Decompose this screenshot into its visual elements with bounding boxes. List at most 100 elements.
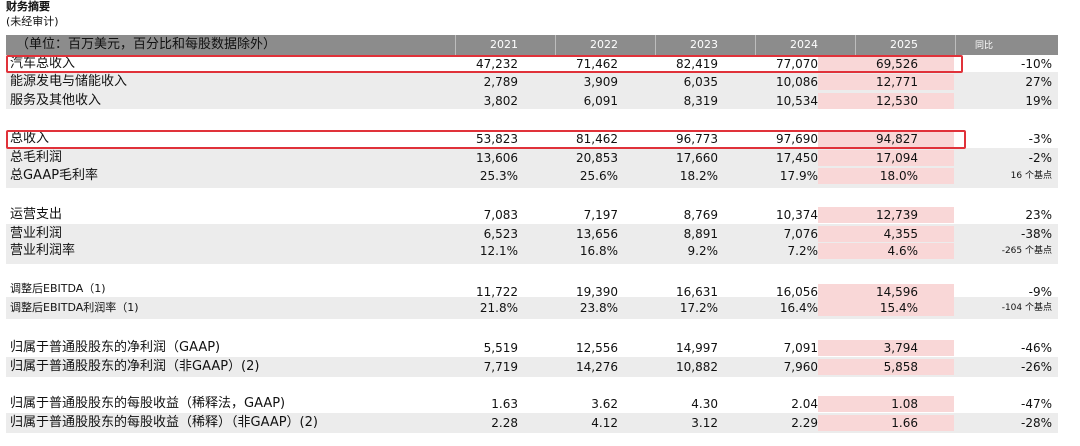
cell-2023: 96,773 [676,132,718,146]
col-header-2021: 2021 [490,38,518,51]
cell-yoy: -9% [1028,285,1052,299]
cell-2022: 6,091 [583,94,618,108]
table-row: 能源发电与储能收入 2,789 3,909 6,035 10,086 12,771 27% [6,74,1058,92]
row-label: 营业利润 [10,226,63,241]
cell-2023: 4.30 [691,397,718,411]
column-divider [955,35,956,55]
cell-yoy: -104 个基点 [1001,303,1052,313]
cell-2022: 23.8% [579,301,618,315]
cell-2022: 71,462 [576,57,618,71]
row-label: 总GAAP毛利率 [10,168,99,183]
cell-2024: 7,091 [783,341,818,355]
cell-2021: 5,519 [483,341,518,355]
cell-yoy: -26% [1020,360,1052,374]
col-header-2023: 2023 [690,38,718,51]
cell-2024: 16.4% [779,301,818,315]
cell-2023: 9.2% [687,244,719,258]
cell-2023: 17.2% [679,301,718,315]
col-header-yoy: 同比 [974,41,993,51]
highlight-auto-revenue [6,55,963,73]
cell-2021: 2.28 [491,416,518,430]
cell-yoy: 27% [1025,75,1052,89]
cell-2021: 53,823 [476,132,518,146]
cell-2025: 17,094 [818,150,954,166]
cell-2023: 3.12 [691,416,718,430]
cell-2025: 5,858 [818,359,954,375]
cell-2024: 16,056 [776,285,818,299]
cell-2023: 14,997 [676,341,718,355]
cell-2025: 94,827 [818,131,954,147]
col-header-2024: 2024 [790,38,818,51]
column-divider [555,35,556,55]
cell-2021: 13,606 [476,151,518,165]
table-row: 营业利润率 12.1% 16.8% 9.2% 7.2% 4.6% -265 个基点 [6,243,1058,261]
cell-2024: 77,070 [776,57,818,71]
cell-2021: 25.3% [479,169,518,183]
cell-2025: 14,596 [818,284,954,300]
row-label: 调整后EBITDA（1) [10,282,106,295]
cell-2022: 19,390 [576,285,618,299]
cell-2022: 3.62 [591,397,618,411]
cell-yoy: -28% [1020,416,1052,430]
col-header-2022: 2022 [590,38,618,51]
cell-2025: 12,771 [818,74,954,90]
table-row: 总GAAP毛利率 25.3% 25.6% 18.2% 17.9% 18.0% 16 个基点 [6,168,1058,186]
col-header-2025: 2025 [890,38,918,51]
table-row: 营业利润 6,523 13,656 8,891 7,076 4,355 -38% [6,226,1058,244]
cell-2024: 10,086 [776,75,818,89]
cell-2022: 25.6% [579,169,618,183]
column-divider [855,35,856,55]
table-row: 归属于普通股股东的每股收益（稀释）（非GAAP）(2) 2.28 4.12 3.12 2… [6,415,1058,433]
column-divider [455,35,456,55]
page-subtitle: (未经审计) [6,15,59,28]
table-row: 总收入 53,823 81,462 96,773 97,690 94,827 -3% [6,131,1058,149]
cell-2023: 17,660 [676,151,718,165]
row-label: 归属于普通股股东的每股收益（稀释）（非GAAP）(2) [10,415,318,430]
row-label: 汽车总收入 [10,56,76,71]
cell-2022: 3,909 [583,75,618,89]
row-label: 总毛利润 [10,150,63,165]
cell-2025: 18.0% [818,168,954,184]
cell-2024: 7.2% [787,244,819,258]
cell-yoy: -10% [1020,57,1052,71]
highlight-total-revenue [6,130,966,149]
cell-2021: 11,722 [476,285,518,299]
cell-yoy: -2% [1028,151,1052,165]
cell-2023: 8,769 [683,208,718,222]
unit-label: （单位：百万美元，百分比和每股数据除外） [16,37,277,52]
row-label: 归属于普通股股东的净利润（非GAAP）(2) [10,359,260,374]
cell-2024: 17.9% [779,169,818,183]
column-divider [655,35,656,55]
cell-2025: 4,355 [818,226,954,242]
row-label: 能源发电与储能收入 [10,74,128,89]
row-label: 服务及其他收入 [10,93,102,108]
row-band [6,413,1058,433]
table-row: 运营支出 7,083 7,197 8,769 10,374 12,739 23% [6,207,1058,225]
table-row: 归属于普通股股东的净利润（GAAP) 5,519 12,556 14,997 7,091… [6,340,1058,358]
cell-2021: 6,523 [483,227,518,241]
row-label: 调整后EBITDA利润率（1) [10,301,139,314]
cell-2023: 82,419 [676,57,718,71]
cell-2024: 97,690 [776,132,818,146]
table-row: 调整后EBITDA利润率（1) 21.8% 23.8% 17.2% 16.4% 15.4%… [6,300,1058,318]
cell-2025: 3,794 [818,340,954,356]
cell-2023: 16,631 [676,285,718,299]
cell-2025: 1.66 [818,415,954,431]
cell-2022: 81,462 [576,132,618,146]
cell-2023: 18.2% [679,169,718,183]
row-label: 营业利润率 [10,243,76,258]
cell-2021: 12.1% [479,244,518,258]
cell-2025: 1.08 [818,396,954,412]
cell-2022: 16.8% [579,244,618,258]
cell-2024: 2.04 [791,397,818,411]
row-band [6,357,1058,377]
cell-2025: 12,739 [818,207,954,223]
cell-2025: 69,526 [818,56,954,72]
cell-2021: 3,802 [483,94,518,108]
cell-yoy: -3% [1028,132,1052,146]
cell-2025: 12,530 [818,93,954,109]
cell-2025: 15.4% [818,300,954,316]
row-label: 归属于普通股股东的净利润（GAAP) [10,340,221,355]
page-title: 财务摘要 [6,0,50,13]
cell-2023: 10,882 [676,360,718,374]
